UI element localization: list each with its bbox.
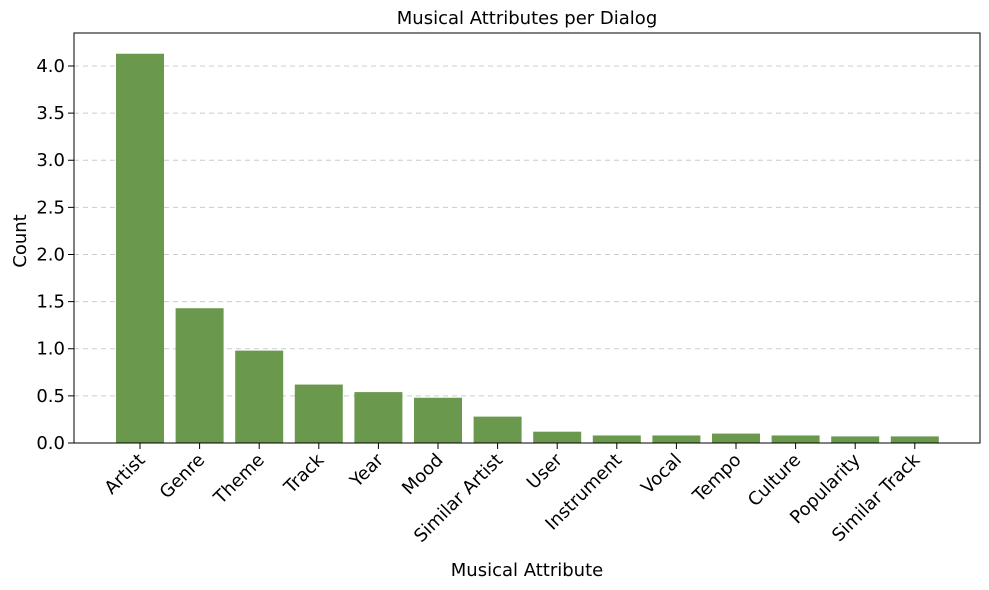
bar-track xyxy=(294,384,343,443)
bar-user xyxy=(533,431,582,443)
bar-theme xyxy=(235,350,284,443)
bar-genre xyxy=(175,308,224,443)
y-tick-label: 2.0 xyxy=(36,244,65,265)
y-tick-label: 1.0 xyxy=(36,339,65,360)
x-tick-label: Tempo xyxy=(688,450,745,507)
y-tick-label: 4.0 xyxy=(36,56,65,77)
y-tick-label: 3.0 xyxy=(36,150,65,171)
y-tick-label: 2.5 xyxy=(36,197,65,218)
x-axis-label: Musical Attribute xyxy=(451,560,603,581)
bar-similar-artist xyxy=(473,416,522,443)
y-tick-label: 0.5 xyxy=(36,386,65,407)
x-tick-label: User xyxy=(523,449,567,493)
x-tick-label: Mood xyxy=(398,450,447,499)
y-tick-label: 3.5 xyxy=(36,103,65,124)
x-tick-label: Artist xyxy=(101,450,150,499)
bars xyxy=(116,53,939,444)
x-tick-label: Culture xyxy=(744,450,805,511)
bar-instrument xyxy=(592,435,641,443)
x-tick-label: Vocal xyxy=(637,450,686,499)
plot-frame xyxy=(73,32,981,444)
bar-artist xyxy=(116,53,164,444)
chart-title: Musical Attributes per Dialog xyxy=(397,8,658,29)
bar-year xyxy=(354,392,403,443)
bar-similar-track xyxy=(890,436,939,443)
x-tick-label: Genre xyxy=(156,450,209,503)
bar-mood xyxy=(414,397,462,443)
x-tick-label: Year xyxy=(345,449,388,492)
bar-vocal xyxy=(652,435,701,443)
bar-tempo xyxy=(712,433,760,443)
y-tick-label: 0.0 xyxy=(36,433,65,454)
bar-popularity xyxy=(831,436,880,443)
x-tick-label: Theme xyxy=(209,450,268,509)
y-axis: 0.0 0.5 1.0 1.5 2.0 2.5 3.0 3.5 4.0 xyxy=(36,56,74,454)
y-axis-label: Count xyxy=(10,214,31,267)
y-tick-label: 1.5 xyxy=(36,292,65,313)
bar-culture xyxy=(771,435,820,443)
x-tick-label: Track xyxy=(279,449,328,498)
